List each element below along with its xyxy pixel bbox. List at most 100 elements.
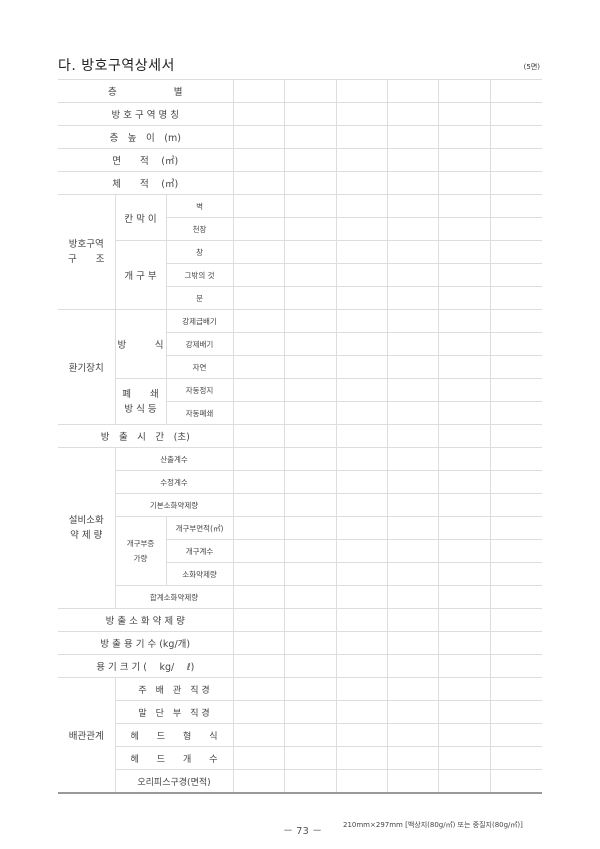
data-entry-cell[interactable]: [232, 355, 286, 379]
data-entry-cell[interactable]: [335, 309, 388, 333]
data-entry-cell[interactable]: [489, 263, 542, 287]
data-entry-cell[interactable]: [284, 470, 337, 494]
data-entry-cell[interactable]: [489, 447, 542, 471]
data-entry-cell[interactable]: [489, 516, 542, 540]
data-entry-cell[interactable]: [489, 562, 542, 586]
data-entry-cell[interactable]: [335, 194, 388, 218]
data-entry-cell[interactable]: [386, 746, 440, 770]
data-entry-cell[interactable]: [386, 447, 440, 471]
data-entry-cell[interactable]: [489, 171, 542, 195]
data-entry-cell[interactable]: [438, 79, 491, 103]
data-entry-cell[interactable]: [489, 493, 542, 517]
data-entry-cell[interactable]: [386, 424, 440, 448]
data-entry-cell[interactable]: [232, 746, 286, 770]
data-entry-cell[interactable]: [232, 677, 286, 701]
data-entry-cell[interactable]: [232, 631, 286, 655]
data-entry-cell[interactable]: [438, 677, 491, 701]
data-entry-cell[interactable]: [232, 240, 286, 264]
data-entry-cell[interactable]: [386, 148, 440, 172]
data-entry-cell[interactable]: [232, 516, 286, 540]
data-entry-cell[interactable]: [284, 102, 337, 126]
data-entry-cell[interactable]: [438, 562, 491, 586]
data-entry-cell[interactable]: [232, 401, 286, 425]
data-entry-cell[interactable]: [232, 171, 286, 195]
data-entry-cell[interactable]: [386, 240, 440, 264]
data-entry-cell[interactable]: [489, 194, 542, 218]
data-entry-cell[interactable]: [489, 148, 542, 172]
data-entry-cell[interactable]: [438, 309, 491, 333]
data-entry-cell[interactable]: [386, 171, 440, 195]
data-entry-cell[interactable]: [232, 470, 286, 494]
data-entry-cell[interactable]: [386, 608, 440, 632]
data-entry-cell[interactable]: [232, 286, 286, 310]
data-entry-cell[interactable]: [232, 723, 286, 747]
data-entry-cell[interactable]: [284, 493, 337, 517]
data-entry-cell[interactable]: [335, 102, 388, 126]
data-entry-cell[interactable]: [232, 700, 286, 724]
data-entry-cell[interactable]: [335, 654, 388, 678]
data-entry-cell[interactable]: [284, 677, 337, 701]
data-entry-cell[interactable]: [386, 585, 440, 609]
data-entry-cell[interactable]: [232, 217, 286, 241]
data-entry-cell[interactable]: [232, 769, 286, 794]
data-entry-cell[interactable]: [489, 217, 542, 241]
data-entry-cell[interactable]: [489, 769, 542, 794]
data-entry-cell[interactable]: [386, 677, 440, 701]
data-entry-cell[interactable]: [335, 539, 388, 563]
data-entry-cell[interactable]: [489, 677, 542, 701]
data-entry-cell[interactable]: [232, 309, 286, 333]
data-entry-cell[interactable]: [489, 700, 542, 724]
data-entry-cell[interactable]: [438, 769, 491, 794]
data-entry-cell[interactable]: [438, 539, 491, 563]
data-entry-cell[interactable]: [284, 562, 337, 586]
data-entry-cell[interactable]: [386, 125, 440, 149]
data-entry-cell[interactable]: [386, 470, 440, 494]
data-entry-cell[interactable]: [284, 286, 337, 310]
data-entry-cell[interactable]: [284, 654, 337, 678]
data-entry-cell[interactable]: [386, 654, 440, 678]
data-entry-cell[interactable]: [386, 332, 440, 356]
data-entry-cell[interactable]: [335, 332, 388, 356]
data-entry-cell[interactable]: [232, 608, 286, 632]
data-entry-cell[interactable]: [438, 516, 491, 540]
data-entry-cell[interactable]: [284, 332, 337, 356]
data-entry-cell[interactable]: [335, 493, 388, 517]
data-entry-cell[interactable]: [489, 378, 542, 402]
data-entry-cell[interactable]: [386, 516, 440, 540]
data-entry-cell[interactable]: [386, 286, 440, 310]
data-entry-cell[interactable]: [232, 424, 286, 448]
data-entry-cell[interactable]: [438, 493, 491, 517]
data-entry-cell[interactable]: [438, 125, 491, 149]
data-entry-cell[interactable]: [489, 286, 542, 310]
data-entry-cell[interactable]: [386, 769, 440, 794]
data-entry-cell[interactable]: [335, 608, 388, 632]
data-entry-cell[interactable]: [284, 148, 337, 172]
data-entry-cell[interactable]: [284, 424, 337, 448]
data-entry-cell[interactable]: [335, 286, 388, 310]
data-entry-cell[interactable]: [438, 286, 491, 310]
data-entry-cell[interactable]: [232, 79, 286, 103]
data-entry-cell[interactable]: [284, 746, 337, 770]
data-entry-cell[interactable]: [386, 102, 440, 126]
data-entry-cell[interactable]: [284, 447, 337, 471]
data-entry-cell[interactable]: [386, 562, 440, 586]
data-entry-cell[interactable]: [335, 516, 388, 540]
data-entry-cell[interactable]: [284, 79, 337, 103]
data-entry-cell[interactable]: [335, 769, 388, 794]
data-entry-cell[interactable]: [335, 723, 388, 747]
data-entry-cell[interactable]: [438, 585, 491, 609]
data-entry-cell[interactable]: [438, 378, 491, 402]
data-entry-cell[interactable]: [386, 263, 440, 287]
data-entry-cell[interactable]: [438, 102, 491, 126]
data-entry-cell[interactable]: [335, 424, 388, 448]
data-entry-cell[interactable]: [335, 677, 388, 701]
data-entry-cell[interactable]: [438, 723, 491, 747]
data-entry-cell[interactable]: [386, 378, 440, 402]
data-entry-cell[interactable]: [386, 700, 440, 724]
data-entry-cell[interactable]: [284, 585, 337, 609]
data-entry-cell[interactable]: [438, 424, 491, 448]
data-entry-cell[interactable]: [386, 355, 440, 379]
data-entry-cell[interactable]: [335, 125, 388, 149]
data-entry-cell[interactable]: [232, 493, 286, 517]
data-entry-cell[interactable]: [438, 217, 491, 241]
